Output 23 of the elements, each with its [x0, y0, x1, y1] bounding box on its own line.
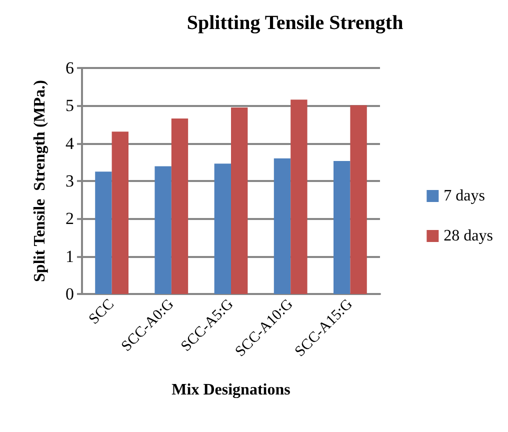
y-tick-label: 0: [66, 284, 74, 304]
x-axis-title: Mix Designations: [172, 382, 290, 398]
y-tick-label: 4: [66, 134, 74, 153]
bar: [154, 166, 172, 294]
bar: [171, 118, 188, 294]
legend-label: 28 days: [444, 228, 493, 244]
y-tick-label: 1: [66, 246, 74, 266]
bar: [290, 100, 308, 294]
bar: [350, 105, 367, 294]
y-tick-label: 3: [66, 172, 74, 190]
y-tick-label: 2: [66, 209, 74, 228]
y-tick-label: 6: [66, 58, 74, 78]
y-tick-label: 5: [66, 96, 74, 116]
bar: [274, 158, 291, 294]
legend-label: 7 days: [444, 188, 485, 204]
bar: [214, 164, 231, 294]
y-axis-title: Split Tensile Strength (MPa.): [32, 80, 48, 282]
x-tick-label: SCC: [86, 296, 118, 328]
bar: [112, 132, 128, 294]
chart-title: Splitting Tensile Strength: [186, 12, 404, 34]
bar: [95, 172, 112, 294]
bar: [334, 161, 350, 294]
bar: [231, 108, 248, 294]
